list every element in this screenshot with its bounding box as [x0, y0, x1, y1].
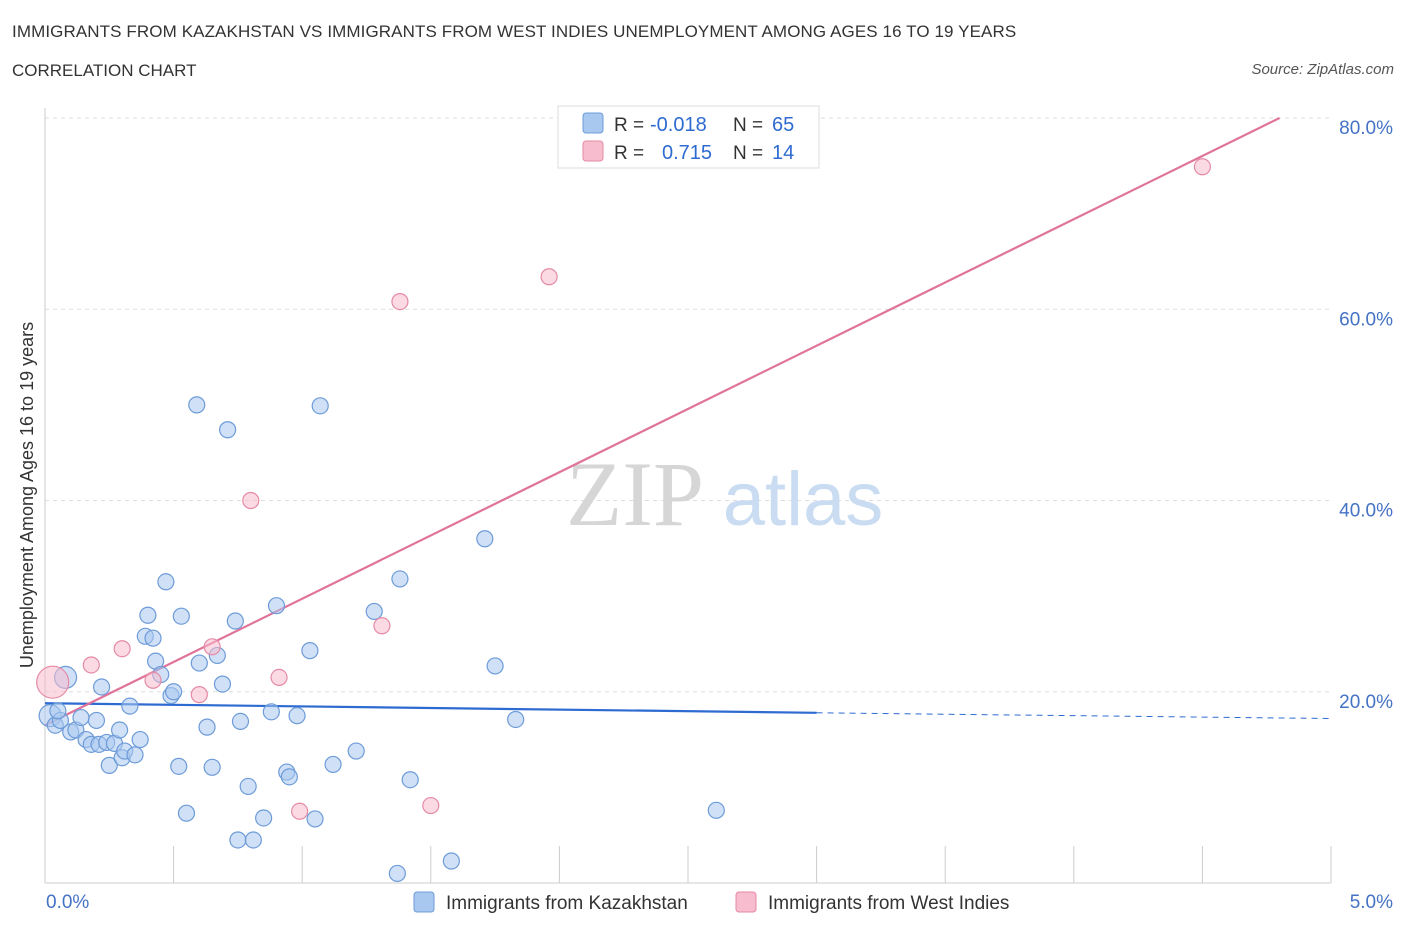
y-tick-labels: 20.0% 40.0% 60.0% 80.0% [1339, 118, 1393, 713]
x-ticks [44, 846, 1332, 883]
legend-n-label-2: N = [733, 143, 763, 164]
x-max-label: 5.0% [1350, 892, 1393, 913]
kazakhstan-point-59 [442, 852, 460, 870]
kazakhstan-point-45 [262, 703, 280, 721]
legend-n-value-2: 14 [772, 142, 794, 164]
legend-r-label-1: R = [614, 115, 644, 136]
westindies-point-5 [203, 638, 221, 656]
westindies-point-7 [270, 668, 288, 687]
westindies-point-1 [82, 656, 100, 674]
watermark-atlas: atlas [723, 457, 884, 542]
kazakhstan-point-43 [244, 831, 262, 849]
kazakhstan-point-11 [92, 678, 111, 696]
kazakhstan-point-35 [203, 758, 221, 776]
kazakhstan-point-49 [288, 707, 306, 725]
kazakhstan-point-56 [391, 570, 409, 588]
westindies-point-10 [391, 293, 409, 311]
legend-swatch-westindies [582, 140, 604, 162]
kazakhstan-point-28 [165, 683, 183, 701]
kazakhstan-trend-line [44, 702, 817, 714]
westindies-points [36, 158, 1212, 820]
kazakhstan-point-60 [476, 530, 494, 548]
source-label: Source: ZipAtlas.com [1251, 61, 1394, 78]
kazakhstan-point-40 [229, 831, 247, 849]
westindies-point-9 [373, 617, 391, 635]
westindies-point-11 [422, 796, 440, 815]
bottom-legend-label-westindies: Immigrants from West Indies [768, 893, 1009, 914]
kazakhstan-point-62 [507, 710, 525, 729]
kazakhstan-point-30 [172, 607, 190, 625]
kazakhstan-point-13 [100, 756, 118, 774]
legend-swatch-kazakhstan [582, 112, 604, 134]
kazakhstan-point-6 [72, 708, 90, 727]
westindies-point-13 [1193, 158, 1212, 176]
kazakhstan-point-48 [280, 768, 298, 786]
kazakhstan-point-19 [126, 746, 144, 764]
westindies-point-3 [144, 671, 162, 689]
watermark: ZIP atlas [566, 443, 883, 545]
kazakhstan-point-44 [255, 809, 273, 827]
kazakhstan-point-54 [347, 742, 365, 760]
y-tick-label-2: 60.0% [1339, 309, 1393, 330]
westindies-point-2 [113, 640, 131, 658]
chart-title: IMMIGRANTS FROM KAZAKHSTAN VS IMMIGRANTS… [12, 22, 1017, 41]
westindies-point-0 [36, 665, 70, 699]
kazakhstan-point-15 [110, 721, 129, 739]
westindies-point-6 [242, 491, 260, 510]
kazakhstan-point-55 [365, 602, 383, 621]
legend-bottom: Immigrants from Kazakhstan Immigrants fr… [413, 891, 1009, 914]
kazakhstan-point-32 [188, 396, 206, 414]
bottom-legend-label-kazakhstan: Immigrants from Kazakhstan [446, 893, 688, 914]
kazakhstan-point-46 [267, 597, 286, 615]
y-tick-label-3: 80.0% [1339, 118, 1393, 139]
kazakhstan-point-22 [139, 606, 157, 624]
westindies-trend-line [44, 117, 1281, 727]
kazakhstan-point-41 [231, 712, 250, 730]
kazakhstan-trend-extension [816, 712, 1332, 720]
legend-r-value-1: -0.018 [650, 114, 707, 136]
westindies-point-4 [190, 686, 208, 704]
grid-lines [45, 117, 1331, 693]
kazakhstan-point-29 [170, 757, 188, 775]
y-axis-title: Unemployment Among Ages 16 to 19 years [17, 322, 37, 668]
legend-top: R = -0.018 N = 65 R = 0.715 N = 14 [557, 105, 820, 169]
kazakhstan-point-53 [324, 755, 342, 774]
bottom-legend-swatch-kazakhstan [413, 891, 435, 913]
kazakhstan-point-61 [486, 657, 504, 675]
kazakhstan-point-51 [306, 810, 324, 828]
kazakhstan-point-42 [239, 777, 257, 796]
kazakhstan-point-57 [388, 864, 406, 883]
legend-n-value-1: 65 [772, 114, 794, 136]
y-tick-label-0: 20.0% [1339, 692, 1393, 713]
kazakhstan-point-9 [87, 711, 106, 730]
kazakhstan-point-64 [49, 702, 67, 720]
x-min-label: 0.0% [46, 892, 89, 913]
kazakhstan-point-31 [177, 804, 196, 822]
watermark-zip: ZIP [566, 443, 704, 545]
kazakhstan-point-34 [198, 718, 216, 736]
kazakhstan-point-52 [311, 397, 329, 415]
chart-subtitle: CORRELATION CHART [12, 61, 197, 80]
kazakhstan-point-39 [226, 612, 244, 630]
westindies-point-8 [291, 802, 309, 820]
kazakhstan-point-26 [157, 573, 175, 591]
bottom-legend-swatch-westindies [735, 891, 757, 913]
y-tick-label-1: 40.0% [1339, 501, 1393, 522]
legend-r-label-2: R = [614, 143, 644, 164]
kazakhstan-point-20 [131, 730, 149, 749]
kazakhstan-points [38, 396, 725, 883]
kazakhstan-point-23 [144, 629, 162, 647]
kazakhstan-point-18 [121, 697, 139, 715]
kazakhstan-point-33 [190, 654, 208, 672]
kazakhstan-point-38 [219, 421, 237, 439]
kazakhstan-point-58 [401, 771, 419, 789]
legend-n-label-1: N = [733, 115, 763, 136]
legend-r-value-2: 0.715 [662, 142, 712, 164]
kazakhstan-point-37 [213, 675, 232, 693]
kazakhstan-point-50 [301, 642, 319, 660]
westindies-point-12 [540, 268, 558, 286]
kazakhstan-point-63 [707, 801, 725, 819]
trend-lines [44, 117, 1332, 727]
